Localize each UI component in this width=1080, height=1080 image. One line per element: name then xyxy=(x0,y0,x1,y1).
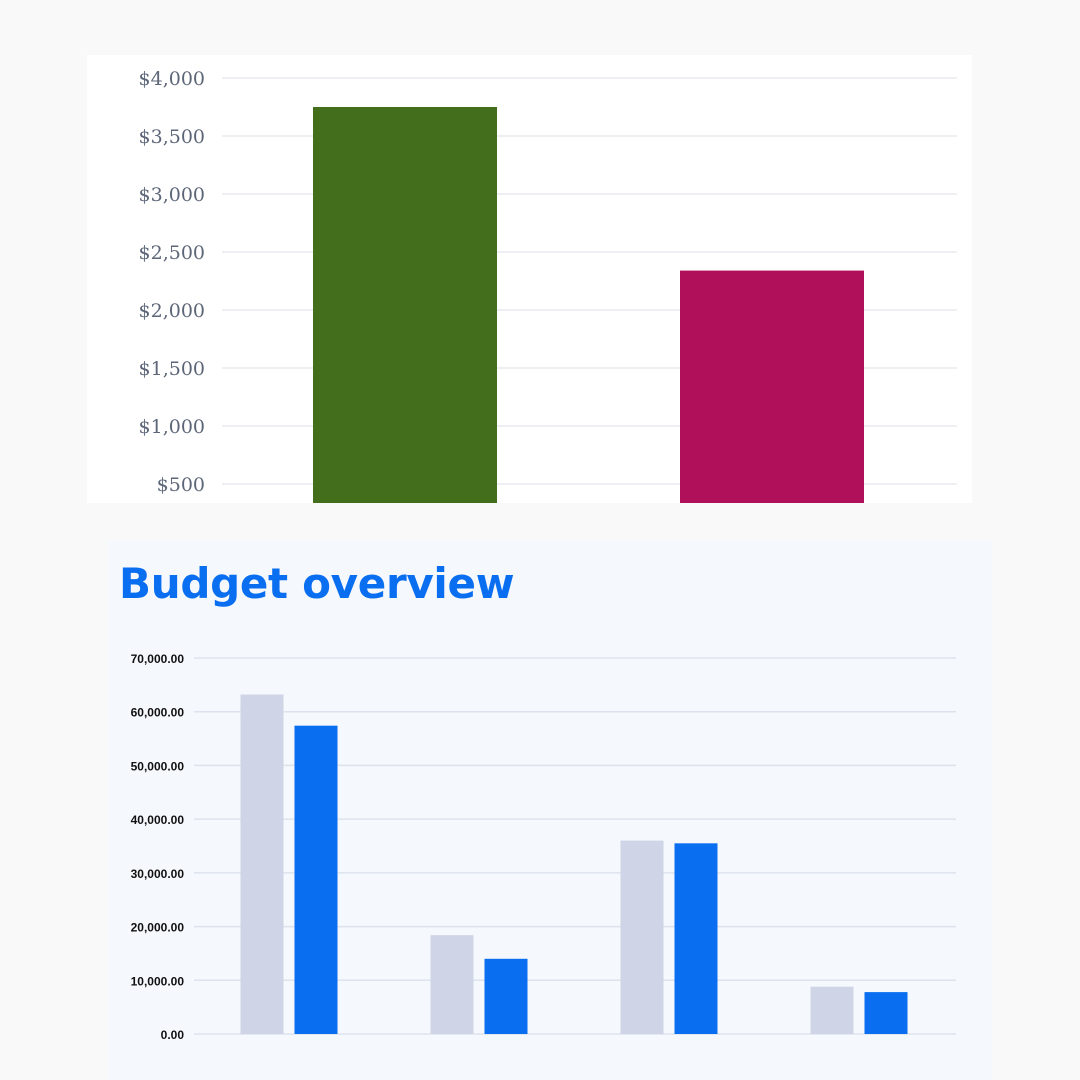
y-tick-label: 70,000.00 xyxy=(131,652,185,666)
bar xyxy=(313,107,497,503)
top-bar-chart: $500 $1,000 $1,500 $2,000 $2,500 $3,000 $3,500… xyxy=(139,68,957,503)
bar xyxy=(240,694,284,1034)
y-tick-label: 40,000.00 xyxy=(131,813,185,827)
budget-overview-panel: Budget overview 0.00 10,000.00 20,000.00 30… xyxy=(108,541,992,1080)
bar xyxy=(430,935,474,1034)
y-tick-label: $4,000 xyxy=(139,68,205,90)
bar xyxy=(810,986,854,1034)
chart-title: Budget overview xyxy=(119,559,515,608)
y-tick-label: 60,000.00 xyxy=(131,706,185,720)
budget-bar-chart: 0.00 10,000.00 20,000.00 30,000.00 40,000.00… xyxy=(131,652,956,1042)
top-chart-panel: $500 $1,000 $1,500 $2,000 $2,500 $3,000 $3,500… xyxy=(87,55,972,503)
bar xyxy=(864,992,908,1034)
bar xyxy=(484,958,528,1034)
y-tick-label: 50,000.00 xyxy=(131,759,185,773)
y-tick-label: 10,000.00 xyxy=(131,974,185,988)
y-tick-label: $3,500 xyxy=(139,126,205,148)
y-tick-label: $3,000 xyxy=(139,184,205,206)
y-tick-label: 20,000.00 xyxy=(131,921,185,935)
y-tick-label: $2,000 xyxy=(139,300,205,322)
bar xyxy=(620,840,664,1034)
y-tick-label: 30,000.00 xyxy=(131,867,185,881)
y-tick-label: $2,500 xyxy=(139,242,205,264)
y-tick-label: $500 xyxy=(157,474,205,496)
y-tick-label: $1,500 xyxy=(139,358,205,380)
bar xyxy=(294,725,338,1034)
y-tick-label: $1,000 xyxy=(139,416,205,438)
y-tick-label: 0.00 xyxy=(161,1028,185,1042)
bar xyxy=(680,270,864,503)
bar xyxy=(674,843,718,1034)
